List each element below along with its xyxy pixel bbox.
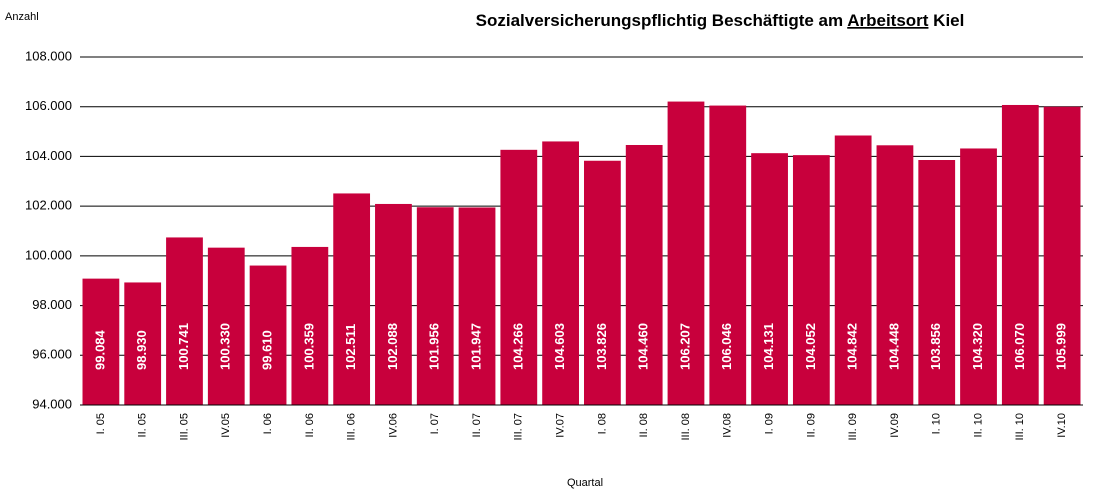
bar [960,148,997,405]
bar [500,149,538,405]
bar [1043,106,1081,406]
x-tick-label: III. 10 [1014,413,1026,441]
value-label: 103.856 [928,323,943,370]
bar [625,144,663,405]
bar [416,207,454,405]
bar [584,160,621,405]
value-label: 98.930 [134,330,149,370]
bar [458,207,496,405]
y-tick-label: 102.000 [25,198,72,213]
value-label: 104.460 [636,323,651,370]
bar [751,153,788,405]
value-label: 102.088 [385,323,400,370]
bar [207,247,245,405]
value-label: 101.956 [427,323,442,370]
bar [82,278,120,405]
x-tick-label: II. 09 [805,413,817,437]
x-tick-label: III. 08 [680,413,692,441]
x-tick-label: III. 07 [513,413,525,441]
bar [667,101,705,406]
x-tick-label: III. 06 [346,413,358,441]
title-part: Arbeitsort [847,11,929,30]
bar [709,105,747,405]
x-tick-label: II. 07 [471,413,483,437]
value-label: 104.320 [970,323,985,370]
value-label: 104.131 [761,323,776,370]
y-tick-label: 96.000 [32,347,72,362]
value-label: 100.330 [218,323,233,370]
y-tick-label: 104.000 [25,148,72,163]
x-tick-label: IV.05 [220,413,232,438]
bar [542,141,579,406]
x-tick-label: IV.07 [555,413,567,438]
y-tick-label: 98.000 [32,297,72,312]
y-tick-label: 100.000 [25,247,72,262]
x-tick-label: I. 10 [931,413,943,434]
chart-title: Sozialversicherungspflichtig Beschäftigt… [476,11,965,30]
value-label: 106.207 [677,323,692,370]
y-tick-label: 108.000 [25,48,72,63]
x-tick-label: II. 08 [638,413,650,437]
value-label: 104.052 [803,323,818,370]
value-label: 100.359 [301,323,316,370]
value-label: 102.511 [343,324,358,370]
x-tick-label: IV.06 [387,413,399,438]
x-tick-label: I. 07 [429,413,441,434]
value-label: 99.610 [260,330,275,370]
bar [1001,104,1039,405]
title-part: Kiel [928,11,964,30]
value-label: 101.947 [468,323,483,370]
value-label: 100.741 [176,323,191,370]
x-tick-label: IV.10 [1056,413,1068,438]
value-label: 106.046 [719,323,734,370]
x-tick-label: II. 10 [972,413,984,437]
x-tick-label: III. 05 [178,413,190,441]
x-tick-label: I. 06 [262,413,274,434]
value-label: 104.842 [845,323,860,370]
title-part: Sozialversicherungspflichtig Beschäftigt… [476,11,848,30]
value-label: 99.084 [92,329,107,370]
y-tick-label: 94.000 [32,396,72,411]
bar [124,282,162,405]
bar [333,193,371,405]
bar [375,203,412,405]
bar [792,155,830,405]
x-tick-label: II. 06 [304,413,316,437]
x-tick-label: I. 09 [763,413,775,434]
x-tick-label: IV.09 [889,413,901,438]
y-axis-label: Anzahl [5,11,39,23]
x-axis-label: Quartal [567,477,603,489]
bar [249,265,287,405]
x-tick-label: IV.08 [722,413,734,438]
bar [918,160,956,405]
bar [876,145,914,405]
value-label: 104.603 [552,323,567,370]
value-label: 106.070 [1012,323,1027,370]
value-label: 105.999 [1054,323,1069,370]
value-label: 104.266 [510,323,525,370]
x-tick-label: II. 05 [137,413,149,437]
bar [166,237,203,405]
x-tick-label: I. 05 [95,413,107,434]
value-label: 104.448 [886,323,901,370]
x-tick-label: I. 08 [596,413,608,434]
value-label: 103.826 [594,323,609,370]
bar [291,246,329,405]
x-tick-label: III. 09 [847,413,859,441]
bar [834,135,872,406]
y-tick-label: 106.000 [25,98,72,113]
